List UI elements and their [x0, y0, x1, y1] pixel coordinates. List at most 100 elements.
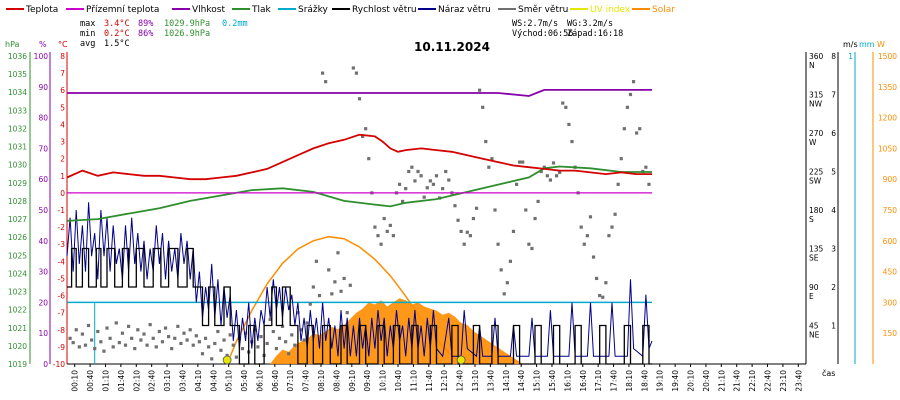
x-tick-label: 21:40: [733, 370, 742, 392]
wind-direction-point: [139, 338, 143, 342]
stats-max-temp: 3.4°C: [104, 19, 130, 29]
wind-direction-point: [348, 283, 352, 287]
wind-direction-point: [585, 234, 589, 238]
wind-direction-point: [293, 343, 297, 347]
wind-direction-point: [548, 178, 553, 182]
wind-direction-point: [290, 333, 294, 337]
tick-label-hpa: 1034: [8, 88, 27, 97]
tick-label-hpa: 1036: [8, 52, 27, 61]
x-tick-label: 20:10: [687, 370, 696, 392]
wind-direction-point: [595, 276, 599, 281]
wind-direction-point: [474, 206, 479, 210]
x-tick-label: 05:40: [240, 370, 249, 392]
wind-direction-point: [108, 336, 112, 340]
legend-label-rychlost-vetru: Rychlost větru: [352, 5, 417, 15]
wind-direction-point: [468, 234, 472, 238]
wind-direction-point: [136, 328, 140, 332]
tick-label-direction-name: NW: [809, 100, 823, 109]
series-layer: [66, 66, 653, 365]
wind-direction-point: [511, 229, 516, 233]
x-tick-label: 09:40: [363, 370, 372, 392]
tick-label-hpa: 1026: [8, 233, 27, 242]
wind-direction-point: [397, 182, 402, 186]
axis-unit-hpa: hPa: [5, 40, 20, 49]
wind-direction-point: [388, 223, 392, 227]
x-tick-label: 00:10: [71, 370, 80, 392]
tick-label-pct: 10: [38, 329, 48, 338]
stats-block: max 3.4°C 89% 1029.9hPa 0.2mm min 0.2°C …: [80, 19, 623, 49]
tick-label-ms: 3: [831, 245, 836, 254]
legend-label-vlhkost: Vlhkost: [192, 5, 225, 15]
tick-label-celsius: 7: [60, 69, 65, 78]
wind-direction-point: [416, 169, 420, 174]
wind-direction-point: [243, 331, 248, 335]
wind-direction-point: [428, 179, 432, 183]
wind-direction-point: [277, 336, 282, 340]
wind-direction-point: [481, 105, 485, 109]
x-tick-label: 11:10: [409, 370, 418, 392]
wind-direction-point: [99, 340, 103, 344]
tick-label-celsius: 1: [60, 172, 65, 181]
chart-title: 10.11.2024: [414, 40, 490, 54]
wind-direction-point: [145, 343, 149, 347]
legend-label-solar: Solar: [652, 5, 675, 15]
tick-label-direction-name: E: [809, 292, 814, 301]
wind-direction-point: [625, 105, 630, 109]
wind-direction-point: [68, 336, 72, 340]
wind-direction-point: [410, 165, 414, 169]
tick-label-hpa: 1025: [8, 251, 27, 260]
tick-label-direction-deg: 270: [809, 129, 824, 138]
tick-label-celsius: 3: [60, 138, 65, 147]
tick-label-hpa: 1029: [8, 179, 27, 188]
stats-wg: WG:3.2m/s: [567, 19, 613, 29]
wind-direction-point: [530, 246, 534, 251]
tick-label-w: 150: [883, 329, 898, 338]
tick-label-hpa: 1019: [8, 360, 27, 369]
wind-direction-point: [142, 332, 146, 336]
x-tick-label: 22:10: [748, 370, 757, 392]
tick-label-celsius: -6: [58, 292, 66, 301]
wind-direction-point: [90, 338, 94, 342]
wind-direction-point: [213, 341, 217, 346]
wind-direction-point: [345, 311, 349, 315]
tick-label-w: 750: [883, 206, 898, 215]
wind-direction-point: [203, 336, 208, 340]
x-tick-label: 23:10: [779, 370, 788, 392]
wind-direction-point: [453, 204, 457, 208]
wind-direction-point: [462, 242, 466, 246]
legend-label-srazky: Srážky: [298, 5, 329, 15]
tick-label-direction-name: W: [809, 138, 817, 147]
tick-label-ms: 6: [831, 129, 836, 138]
stats-min-label: min: [80, 29, 95, 39]
wind-direction-point: [431, 182, 436, 186]
x-tick-label: 18:10: [625, 370, 634, 392]
wind-direction-point: [188, 328, 192, 332]
legend-label-naraz-vetru: Náraz větru: [438, 5, 491, 15]
wind-direction-point: [502, 292, 506, 296]
tick-label-mm: 1: [848, 52, 853, 61]
wind-direction-point: [539, 169, 543, 174]
tick-label-celsius: 4: [60, 120, 65, 129]
wind-direction-point: [447, 178, 451, 182]
wind-direction-point: [228, 333, 232, 337]
wind-direction-point: [302, 338, 306, 342]
wind-direction-point: [607, 234, 611, 238]
wind-direction-point: [317, 293, 322, 298]
x-tick-label: 00:40: [86, 370, 95, 392]
wind-direction-point: [311, 285, 315, 289]
tick-label-ms: 5: [831, 168, 836, 177]
wind-direction-point: [484, 139, 488, 144]
wind-direction-point: [71, 341, 75, 345]
x-tick-label: 20:40: [702, 370, 711, 392]
x-tick-label: 08:10: [317, 370, 326, 392]
x-tick-label: 16:10: [563, 370, 572, 392]
stats-avg-label: avg: [80, 39, 95, 49]
wind-direction-point: [521, 160, 525, 164]
wind-direction-point: [163, 326, 168, 330]
wind-gust-line: [66, 202, 653, 358]
x-tick-label: 07:40: [302, 370, 311, 392]
tick-label-pct: 20: [38, 298, 48, 307]
wind-direction-point: [616, 182, 620, 186]
x-tick-label: 12:40: [456, 370, 465, 392]
tick-label-pct: 60: [38, 175, 48, 184]
